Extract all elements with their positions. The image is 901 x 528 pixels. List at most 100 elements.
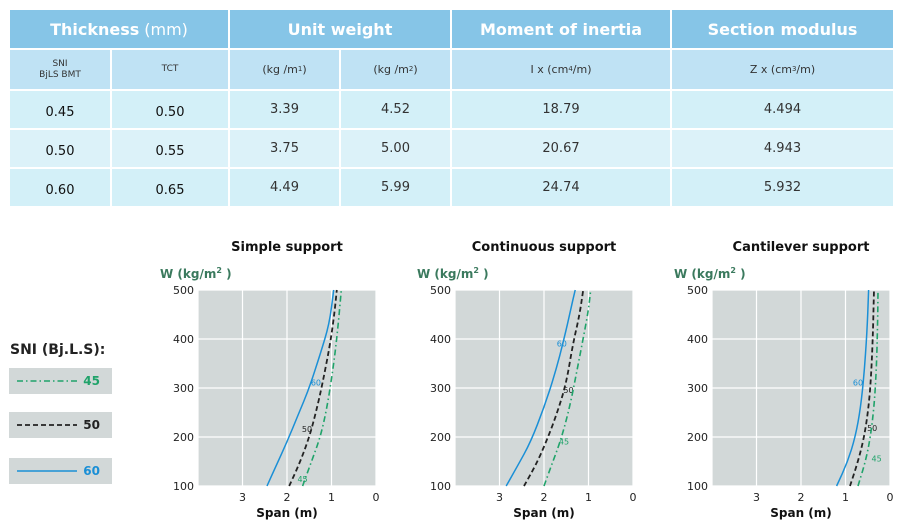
- kgm2-exp: 2: [408, 65, 414, 74]
- x-axis-label: Span (m): [256, 506, 318, 520]
- y-axis-label-close: ): [222, 267, 232, 281]
- x-tick-label: 0: [630, 491, 637, 504]
- ix-exp: 4: [568, 65, 573, 74]
- y-axis-label-close: ): [736, 267, 746, 281]
- zx-base: Z x (cm: [749, 62, 792, 76]
- weight-m2-cell: 5.00: [341, 130, 452, 169]
- ix-subheader: I x (cm 4/m): [452, 50, 672, 91]
- chart-title: Cantilever support: [733, 240, 870, 255]
- kgm1-subheader: (kg /m 1): [230, 50, 341, 91]
- sni-bmt-subheader: SNI BjLS BMT: [10, 50, 112, 91]
- ix-cell: 18.79: [452, 91, 672, 130]
- table-row: 0.45 0.50 3.39 4.52 18.79 4.494: [10, 91, 893, 130]
- y-axis-label: W (kg/m2 ): [417, 266, 489, 281]
- legend-line-60: [17, 470, 77, 472]
- thickness-header: Thickness (mm): [10, 10, 230, 50]
- series-label-45: 45: [872, 455, 882, 464]
- y-tick-label: 100: [687, 480, 708, 493]
- tct-cell: 0.50: [112, 91, 230, 130]
- zx-cell: 5.932: [672, 169, 893, 208]
- y-tick-label: 200: [173, 431, 194, 444]
- weight-m2-cell: 4.52: [341, 91, 452, 130]
- series-label-50: 50: [302, 425, 312, 434]
- weight-m1-cell: 3.39: [230, 91, 341, 130]
- y-axis-label-exp: 2: [730, 266, 736, 275]
- tct-subheader: TCT: [112, 50, 230, 91]
- chart-simple-support: Simple support W (kg/m2 ) 500 400 300 200 100 3…: [160, 234, 400, 528]
- y-axis-label-base: W (kg/m: [160, 267, 216, 281]
- series-label-50: 50: [563, 386, 573, 395]
- x-axis-label: Span (m): [513, 506, 575, 520]
- y-tick-label: 400: [430, 333, 451, 346]
- series-label-45: 45: [297, 475, 307, 484]
- y-tick-label: 400: [687, 333, 708, 346]
- series-line-60: [505, 289, 576, 487]
- y-tick-label: 300: [430, 382, 451, 395]
- series-line-50: [523, 289, 585, 487]
- zx-cell: 4.494: [672, 91, 893, 130]
- y-tick-label: 500: [687, 284, 708, 297]
- y-axis-label-close: ): [479, 267, 489, 281]
- x-tick-label: 3: [753, 491, 760, 504]
- zx-close: /m): [796, 62, 816, 76]
- series-label-60: 60: [557, 339, 567, 348]
- legend-item-45: 45: [9, 368, 112, 394]
- thickness-header-label: Thickness: [50, 19, 140, 39]
- y-axis-label-exp: 2: [473, 266, 479, 275]
- x-tick-label: 3: [239, 491, 246, 504]
- kgm1-close: ): [302, 62, 307, 76]
- x-tick-label: 2: [284, 491, 291, 504]
- legend-label-45: 45: [83, 374, 100, 388]
- tct-cell: 0.55: [112, 130, 230, 169]
- chart-title: Continuous support: [472, 240, 617, 255]
- kgm2-base: (kg /m: [373, 62, 409, 76]
- ix-cell: 20.67: [452, 130, 672, 169]
- series-line-50: [288, 289, 338, 487]
- x-tick-label: 0: [887, 491, 894, 504]
- series-line-50: [849, 289, 875, 487]
- properties-table: Thickness (mm) Unit weight Moment of ine…: [10, 10, 893, 208]
- sni-label: SNI: [52, 58, 68, 69]
- legend-line-45: [17, 380, 77, 382]
- bjls-bmt-label: BjLS BMT: [39, 69, 81, 80]
- y-axis-label-exp: 2: [216, 266, 222, 275]
- y-tick-label: 500: [173, 284, 194, 297]
- x-tick-label: 2: [798, 491, 805, 504]
- moment-of-inertia-header: Moment of inertia: [452, 10, 672, 50]
- series-label-60: 60: [853, 379, 863, 388]
- table-subheader-row: SNI BjLS BMT TCT (kg /m 1) (kg /m 2) I x (c…: [10, 50, 893, 91]
- series-label-50: 50: [867, 424, 877, 433]
- bmt-cell: 0.45: [10, 91, 112, 130]
- y-tick-label: 300: [687, 382, 708, 395]
- chart-title: Simple support: [231, 240, 343, 255]
- series-label-60: 60: [311, 379, 321, 388]
- series-line-45: [543, 289, 592, 487]
- zx-exp: 3: [791, 65, 797, 74]
- tct-cell: 0.65: [112, 169, 230, 208]
- chart-cantilever-support: Cantilever support W (kg/m2 ) 500 400 300 200…: [674, 234, 901, 528]
- x-axis-label: Span (m): [770, 506, 832, 520]
- kgm1-base: (kg /m: [262, 62, 298, 76]
- legend-label-60: 60: [83, 464, 100, 478]
- x-tick-label: 3: [496, 491, 503, 504]
- x-tick-label: 1: [585, 491, 592, 504]
- y-tick-label: 400: [173, 333, 194, 346]
- chart-continuous-support: Continuous support W (kg/m2 ) 500 400 300 200…: [417, 234, 657, 528]
- kgm2-subheader: (kg /m 2): [341, 50, 452, 91]
- legend-item-60: 60: [9, 458, 112, 484]
- table-row: 0.60 0.65 4.49 5.99 24.74 5.932: [10, 169, 893, 208]
- y-tick-label: 500: [430, 284, 451, 297]
- y-tick-label: 200: [430, 431, 451, 444]
- y-axis-label-base: W (kg/m: [674, 267, 730, 281]
- legend-label-50: 50: [83, 418, 100, 432]
- ix-cell: 24.74: [452, 169, 672, 208]
- legend-line-50: [17, 424, 77, 426]
- y-tick-label: 200: [687, 431, 708, 444]
- table-row: 0.50 0.55 3.75 5.00 20.67 4.943: [10, 130, 893, 169]
- y-axis-label-base: W (kg/m: [417, 267, 473, 281]
- weight-m1-cell: 3.75: [230, 130, 341, 169]
- series-line-60: [266, 289, 335, 487]
- weight-m2-cell: 5.99: [341, 169, 452, 208]
